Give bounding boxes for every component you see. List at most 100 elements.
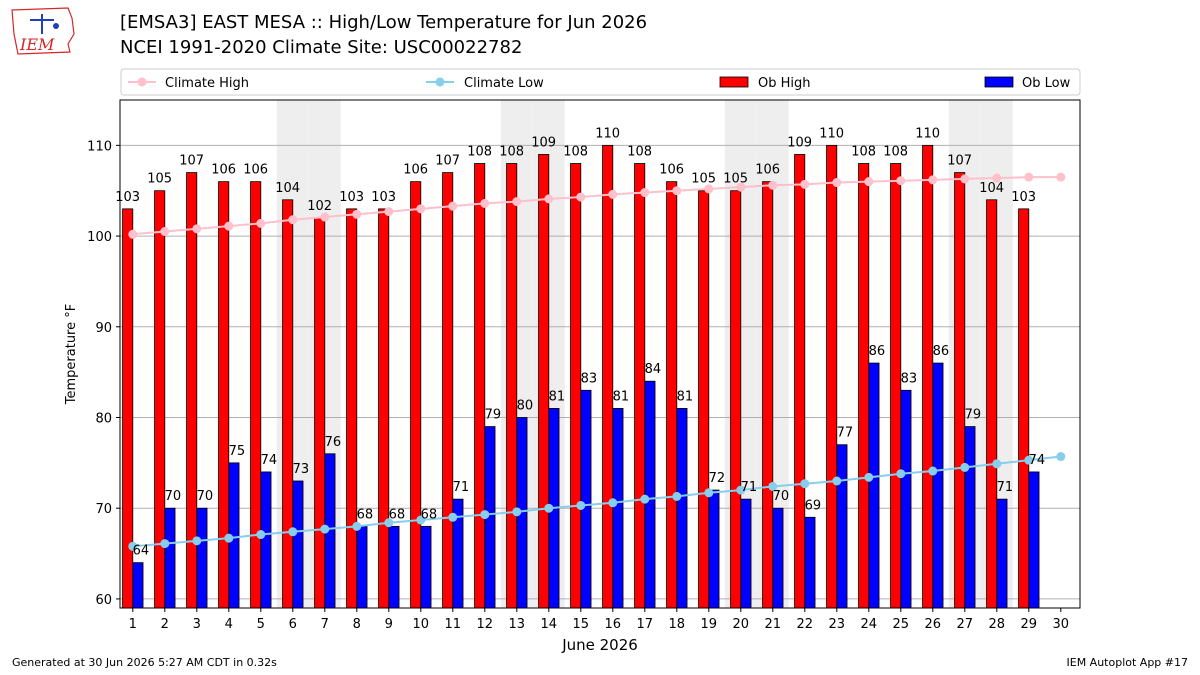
- climate-low-point: [1024, 455, 1034, 465]
- climate-low-point: [128, 541, 138, 551]
- x-tick-label: 12: [477, 617, 494, 632]
- ob-high-bar: [698, 190, 710, 609]
- ob-low-label: 71: [741, 480, 758, 495]
- climate-high-point: [128, 229, 138, 239]
- y-axis-label: Temperature °F: [64, 304, 79, 405]
- ob-high-bar: [346, 208, 358, 609]
- ob-low-bar: [356, 525, 368, 609]
- climate-low-line: [132, 455, 1061, 548]
- ob-low-bar: [996, 498, 1008, 609]
- climate-low-point: [864, 472, 874, 482]
- ob-low-label: 81: [677, 389, 694, 404]
- x-tick-label: 20: [733, 617, 750, 632]
- ob-low-label: 81: [549, 389, 566, 404]
- climate-low-point: [448, 512, 458, 522]
- ob-low-label: 75: [229, 444, 246, 459]
- ob-high-bar: [602, 144, 614, 609]
- ob-low-bar: [740, 498, 752, 609]
- climate-low-point: [704, 488, 714, 498]
- app-label: IEM Autoplot App #17: [1066, 656, 1189, 669]
- climate-low-point: [736, 485, 746, 495]
- x-tick-label: 17: [637, 617, 654, 632]
- ob-low-label: 70: [165, 489, 182, 504]
- ob-low-label: 68: [421, 507, 438, 522]
- ob-low-label: 84: [645, 362, 662, 377]
- ob-low-label: 79: [485, 408, 502, 423]
- ob-high-bar: [890, 163, 902, 609]
- ob-low-bar: [932, 362, 944, 609]
- ob-low-label: 70: [197, 489, 214, 504]
- y-tick-label: 100: [87, 230, 112, 245]
- ob-high-label: 104: [275, 181, 300, 196]
- climate-low-point: [288, 527, 298, 537]
- ob-high-label: 107: [435, 154, 460, 169]
- climate-low-point: [608, 498, 618, 508]
- x-tick-label: 22: [797, 617, 814, 632]
- y-tick-label: 90: [95, 321, 112, 336]
- climate-low-point: [576, 500, 586, 510]
- ob-high-label: 108: [499, 145, 524, 160]
- x-tick-label: 4: [225, 617, 233, 632]
- x-tick-label: 16: [605, 617, 622, 632]
- ob-low-label: 77: [837, 426, 854, 441]
- ob-low-bar: [964, 426, 976, 609]
- ob-high-label: 108: [563, 145, 588, 160]
- legend-ob-high-label: Ob High: [758, 76, 811, 91]
- x-tick-label: 7: [321, 617, 329, 632]
- x-tick-label: 13: [509, 617, 526, 632]
- ob-low-bar: [580, 389, 592, 609]
- ob-low-label: 74: [261, 453, 278, 468]
- ob-high-bar: [506, 163, 518, 609]
- ob-high-bar: [634, 163, 646, 609]
- x-tick-label: 29: [1021, 617, 1038, 632]
- y-tick-label: 60: [95, 593, 112, 608]
- ob-high-bar: [762, 181, 774, 609]
- legend-ob-low-label: Ob Low: [1022, 76, 1071, 91]
- ob-high-bar: [250, 181, 262, 609]
- ob-high-bar: [410, 181, 422, 609]
- ob-high-bar: [954, 172, 966, 609]
- ob-high-bar: [474, 163, 486, 609]
- climate-high-point: [896, 176, 906, 186]
- climate-high-point: [544, 194, 554, 204]
- ob-low-bar: [612, 408, 624, 609]
- y-tick-label: 70: [95, 502, 112, 517]
- x-tick-label: 27: [957, 617, 974, 632]
- ob-high-bar: [730, 190, 742, 609]
- x-tick-label: 9: [385, 617, 393, 632]
- ob-low-bar: [900, 389, 912, 609]
- y-tick-label: 80: [95, 412, 112, 427]
- climate-high-point: [480, 198, 490, 208]
- ob-low-label: 71: [997, 480, 1014, 495]
- ob-high-label: 108: [627, 145, 652, 160]
- ob-high-label: 103: [371, 190, 396, 205]
- ob-high-label: 110: [915, 126, 940, 141]
- chart-subtitle: NCEI 1991-2020 Climate Site: USC00022782: [120, 37, 523, 58]
- x-axis-label: June 2026: [561, 636, 638, 654]
- ob-low-label: 64: [133, 544, 150, 559]
- x-tick-label: 15: [573, 617, 590, 632]
- ob-low-label: 79: [965, 408, 982, 423]
- ob-high-label: 103: [339, 190, 364, 205]
- climate-high-point: [320, 212, 330, 222]
- ob-low-bar: [292, 480, 304, 609]
- ob-low-label: 70: [773, 489, 790, 504]
- ob-high-bar: [826, 144, 838, 609]
- ob-low-label: 69: [805, 498, 822, 513]
- climate-high-point: [736, 182, 746, 192]
- ob-high-label: 106: [755, 163, 780, 178]
- climate-high-point: [448, 201, 458, 211]
- ob-high-bar: [314, 217, 326, 609]
- x-tick-label: 10: [413, 617, 430, 632]
- x-tick-label: 6: [289, 617, 297, 632]
- climate-low-point: [352, 521, 362, 531]
- climate-high-point: [832, 178, 842, 188]
- ob-high-label: 103: [115, 190, 140, 205]
- legend-box: [120, 68, 1081, 96]
- generated-timestamp: Generated at 30 Jun 2026 5:27 AM CDT in …: [12, 656, 277, 669]
- climate-low-point: [960, 462, 970, 472]
- climate-high-point: [768, 180, 778, 190]
- ob-low-bar: [676, 408, 688, 609]
- ob-high-label: 105: [691, 172, 716, 187]
